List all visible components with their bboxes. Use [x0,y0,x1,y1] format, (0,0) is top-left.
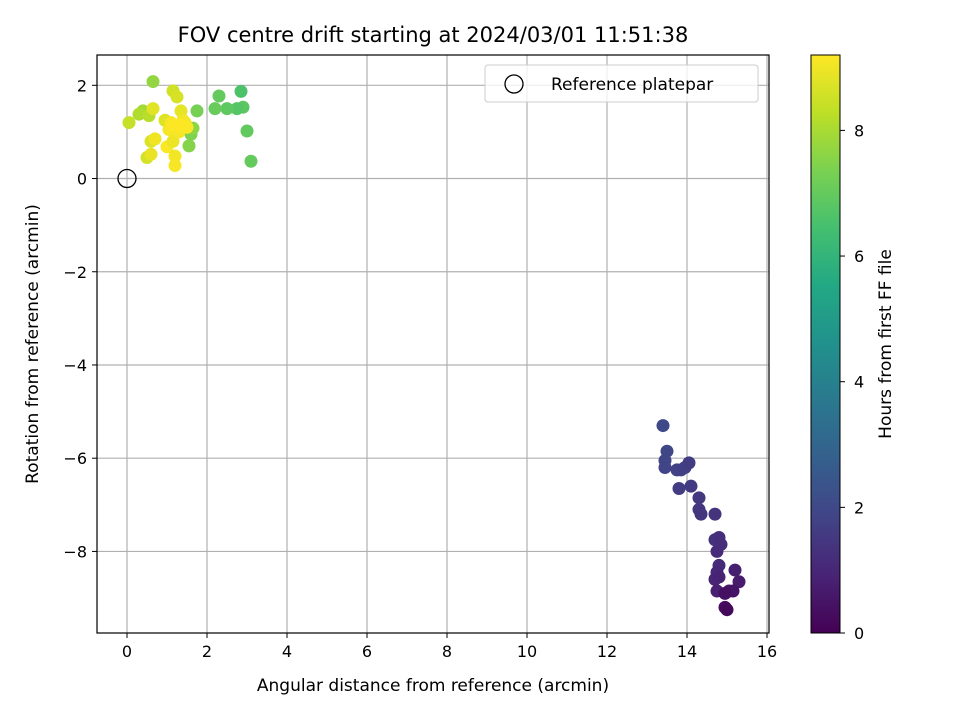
data-point [148,132,162,146]
data-point [146,102,160,116]
x-tick-label: 0 [122,642,132,661]
x-axis-label: Angular distance from reference (arcmin) [257,676,609,696]
data-point [712,570,726,584]
y-axis: 2 0 −2 −4 −6 −8 [63,76,97,561]
legend-box [484,64,759,103]
data-point [682,456,696,470]
data-point [244,154,258,168]
x-tick-label: 12 [597,642,617,661]
x-tick-label: 6 [362,642,372,661]
colorbar: 0 2 4 6 8 Hours from first FF file [810,54,896,643]
data-point [728,563,742,577]
reference-marker [117,168,137,189]
plot-frame [96,54,770,634]
x-tick-label: 4 [282,642,292,661]
x-tick-label: 2 [202,642,212,661]
colorbar-label: Hours from first FF file [876,249,896,439]
grid-lines [97,55,769,633]
data-point [672,482,686,495]
x-tick-label: 16 [757,642,777,661]
data-point [168,158,182,172]
data-point [656,419,670,433]
colorbar-tick-label: 0 [854,624,864,643]
data-point [710,544,724,558]
data-point [220,102,234,116]
colorbar-gradient [811,55,840,633]
data-point [166,134,180,148]
data-point [172,118,186,132]
y-tick-label: 0 [77,170,87,189]
y-tick-label: −8 [63,542,87,561]
y-tick-label: −4 [63,356,87,375]
data-point [230,102,244,116]
data-point [658,461,672,475]
data-point [132,107,146,121]
colorbar-tick-label: 8 [854,121,864,140]
data-point [708,507,722,521]
y-axis-label: Rotation from reference (arcmin) [23,204,43,484]
data-point [732,575,746,589]
data-point [144,147,158,161]
data-point [692,491,706,505]
data-point [234,84,248,98]
data-point [684,479,698,493]
data-point [122,116,136,130]
data-point [718,586,732,600]
chart-title: FOV centre drift starting at 2024/03/01 … [178,23,689,47]
reference-point [117,168,137,189]
colorbar-tick-label: 4 [854,373,864,392]
data-point [720,603,734,617]
data-point [694,507,708,521]
data-point [146,75,160,89]
data-point [170,90,184,104]
y-tick-label: 2 [77,76,87,95]
colorbar-frame [810,54,841,634]
legend-label: Reference platepar [551,75,713,95]
colorbar-tick-label: 6 [854,247,864,266]
y-tick-label: −2 [63,263,87,282]
colorbar-tick-label: 2 [854,498,864,517]
x-axis: 0 2 4 6 8 10 12 14 16 [122,633,777,661]
legend: Reference platepar [484,64,759,103]
data-points [122,75,746,617]
data-point [182,139,196,153]
y-tick-label: −6 [63,449,87,468]
data-point [212,89,226,103]
legend-marker-icon [504,74,524,94]
data-point [190,104,204,118]
colorbar-ticks: 0 2 4 6 8 [840,121,864,643]
data-point [168,149,182,163]
x-tick-label: 14 [677,642,697,661]
data-point [240,124,254,138]
x-tick-label: 8 [442,642,452,661]
data-point [208,102,222,116]
x-tick-label: 10 [517,642,537,661]
